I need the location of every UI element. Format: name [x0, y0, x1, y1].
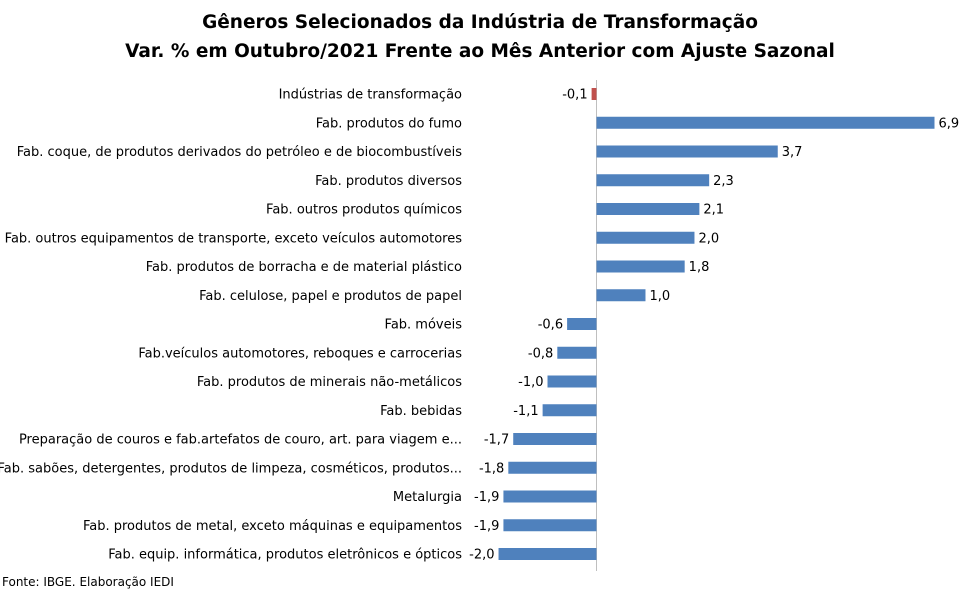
category-label-8: Fab. móveis	[385, 318, 463, 333]
category-label-15: Fab. produtos de metal, exceto máquinas …	[83, 519, 462, 534]
bar-1	[596, 116, 935, 129]
category-label-1: Fab. produtos do fumo	[316, 116, 462, 131]
value-label-3: 2,3	[713, 174, 734, 189]
category-label-11: Fab. bebidas	[380, 404, 462, 419]
category-label-2: Fab. coque, de produtos derivados do pet…	[17, 145, 462, 160]
value-label-1: 6,9	[939, 116, 960, 131]
chart-title: Gêneros Selecionados da Indústria de Tra…	[202, 12, 758, 33]
bar-10	[547, 375, 597, 388]
chart-subtitle: Var. % em Outubro/2021 Frente ao Mês Ant…	[125, 41, 835, 62]
bar-14	[503, 490, 597, 503]
value-label-13: -1,8	[479, 461, 504, 476]
category-label-3: Fab. produtos diversos	[315, 174, 462, 189]
bar-3	[596, 174, 710, 187]
value-label-16: -2,0	[469, 548, 494, 563]
category-label-13: Fab. sabões, detergentes, produtos de li…	[0, 461, 462, 476]
category-label-9: Fab.veículos automotores, reboques e car…	[138, 346, 462, 361]
value-label-5: 2,0	[698, 231, 719, 246]
value-label-7: 1,0	[649, 289, 670, 304]
category-label-4: Fab. outros produtos químicos	[266, 203, 462, 218]
bar-7	[596, 289, 646, 302]
value-label-4: 2,1	[703, 203, 724, 218]
source-note: Fonte: IBGE. Elaboração IEDI	[2, 575, 174, 589]
category-label-16: Fab. equip. informática, produtos eletrô…	[108, 548, 462, 563]
category-label-10: Fab. produtos de minerais não-metálicos	[197, 375, 462, 390]
category-label-14: Metalurgia	[393, 490, 462, 505]
value-label-9: -0,8	[528, 346, 553, 361]
bar-2	[596, 145, 778, 158]
bar-16	[498, 548, 597, 560]
value-label-2: 3,7	[782, 145, 803, 160]
bar-15	[503, 519, 597, 532]
bar-5	[596, 231, 695, 244]
value-label-12: -1,7	[484, 433, 509, 448]
category-label-6: Fab. produtos de borracha e de material …	[146, 260, 462, 275]
value-label-0: -0,1	[562, 88, 587, 103]
value-label-6: 1,8	[689, 260, 710, 275]
value-label-8: -0,6	[538, 318, 563, 333]
category-label-7: Fab. celulose, papel e produtos de papel	[199, 289, 462, 304]
value-label-14: -1,9	[474, 490, 499, 505]
category-label-12: Preparação de couros e fab.artefatos de …	[19, 433, 462, 448]
bar-12	[513, 433, 597, 445]
category-label-0: Indústrias de transformação	[279, 88, 462, 103]
category-label-5: Fab. outros equipamentos de transporte, …	[5, 231, 463, 246]
bar-11	[542, 404, 597, 417]
bar-4	[596, 203, 700, 215]
value-label-10: -1,0	[518, 375, 543, 390]
bar-13	[508, 461, 597, 474]
bar-6	[596, 260, 685, 273]
bar-8	[567, 318, 597, 330]
bar-0	[591, 88, 597, 100]
bar-9	[557, 346, 597, 359]
value-label-11: -1,1	[513, 404, 538, 419]
value-label-15: -1,9	[474, 519, 499, 534]
chart-title-block: Gêneros Selecionados da Indústria de Tra…	[0, 8, 960, 66]
